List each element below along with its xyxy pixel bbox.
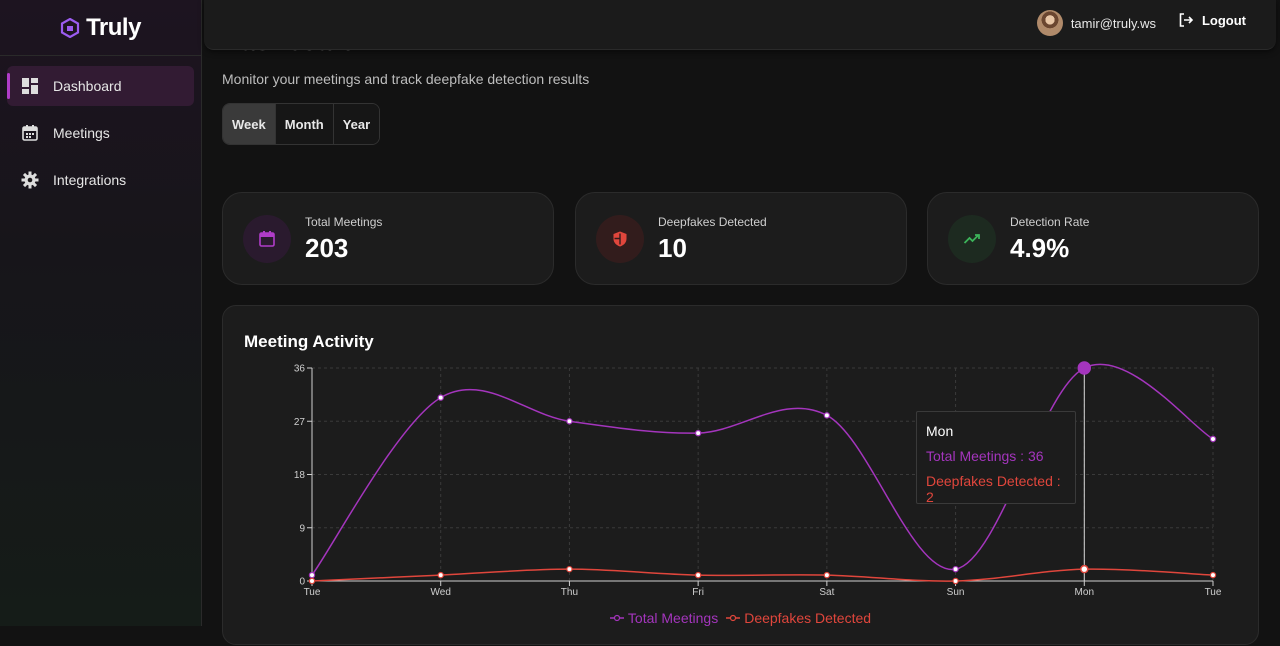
tooltip-deepfakes-detected: Deepfakes Detected : 2 [926, 473, 1061, 505]
x-tick-label: Tue [1205, 587, 1222, 598]
calendar-icon [243, 215, 291, 263]
series-line-deepfakes-detected [311, 568, 1214, 582]
x-tick-label: Thu [561, 587, 578, 598]
data-point [1209, 435, 1217, 443]
data-point [694, 429, 702, 437]
chart-legend: Total Meetings Deepfakes Detected [223, 610, 1258, 626]
data-point [952, 577, 959, 585]
stat-value: 4.9% [1010, 233, 1070, 263]
dashboard-icon [21, 77, 39, 95]
sidebar: Truly Dashboard Meetings Integrations [0, 0, 202, 626]
data-point [823, 412, 831, 419]
logout-icon [1179, 13, 1194, 27]
stat-label: Deepfakes Detected [658, 215, 767, 229]
shield-icon [596, 215, 644, 263]
calendar-icon [21, 124, 39, 142]
sidebar-item-integrations[interactable]: Integrations [7, 160, 194, 200]
data-point [437, 571, 444, 579]
avatar[interactable] [1036, 10, 1063, 36]
stat-value: 10 [658, 233, 687, 263]
x-tick-label: Mon [1075, 587, 1094, 598]
range-year-button[interactable]: Year [333, 104, 380, 144]
range-week-button[interactable]: Week [223, 104, 276, 144]
data-point [308, 571, 316, 579]
chart-tooltip: Mon Total Meetings : 36 Deepfakes Detect… [916, 411, 1076, 505]
y-tick-label: 36 [294, 364, 306, 375]
y-tick-label: 18 [294, 470, 306, 481]
data-point [694, 571, 702, 579]
sidebar-item-label: Meetings [53, 125, 110, 141]
y-tick-label: 9 [299, 523, 305, 534]
x-tick-label: Tue [304, 587, 321, 598]
stat-card-total-meetings: Total Meetings 203 [222, 192, 554, 285]
trending-up-icon [948, 215, 996, 263]
data-point [437, 394, 444, 401]
data-point [308, 577, 316, 585]
legend-line-marker [609, 614, 624, 622]
sidebar-nav: Dashboard Meetings Integrations [0, 56, 201, 217]
stat-label: Detection Rate [1010, 215, 1090, 229]
sidebar-item-meetings[interactable]: Meetings [7, 113, 194, 153]
logout-button[interactable]: Logout [1178, 12, 1246, 28]
y-tick-label: 0 [299, 577, 305, 588]
sidebar-item-label: Dashboard [53, 78, 122, 94]
tooltip-title: Mon [926, 423, 954, 439]
stat-card-detection-rate: Detection Rate 4.9% [927, 192, 1259, 285]
top-bar: tamir@truly.ws Logout [204, 0, 1276, 50]
meeting-activity-chart[interactable]: 0 9 18 27 36 Tue Wed Thu Fri Sat Sun Mon Tue [223, 306, 1260, 646]
range-month-button[interactable]: Month [275, 104, 334, 144]
stat-label: Total Meetings [305, 215, 383, 229]
meeting-activity-card: Meeting Activity 0 9 18 27 36 Tue Wed Thu Fri Sat… [222, 305, 1259, 645]
legend-item-deepfakes-detected[interactable]: Deepfakes Detected [726, 610, 871, 626]
x-tick-label: Sun [947, 587, 965, 598]
sidebar-item-dashboard[interactable]: Dashboard [7, 66, 194, 106]
tooltip-total-meetings: Total Meetings : 36 [926, 448, 1044, 464]
gear-icon [21, 171, 39, 189]
chart-title: Meeting Activity [244, 332, 374, 351]
x-tick-label: Sat [819, 587, 834, 598]
data-point [1080, 564, 1089, 574]
data-point [566, 418, 573, 425]
brand-name: Truly [86, 13, 141, 41]
legend-label: Deepfakes Detected [744, 610, 872, 626]
time-range-toggle: Week Month Year [222, 103, 381, 145]
legend-item-total-meetings[interactable]: Total Meetings [609, 610, 719, 626]
y-tick-label: 27 [294, 417, 306, 428]
data-point [566, 565, 573, 573]
legend-line-marker [726, 614, 741, 622]
data-point [952, 565, 959, 573]
user-email: tamir@truly.ws [1070, 15, 1156, 31]
logout-label: Logout [1201, 12, 1246, 28]
data-point [823, 571, 831, 579]
data-point [1077, 361, 1092, 375]
series-line-total-meetings [311, 363, 1214, 576]
legend-label: Total Meetings [627, 610, 719, 626]
stat-card-deepfakes-detected: Deepfakes Detected 10 [575, 192, 907, 285]
stat-value: 203 [305, 233, 349, 263]
data-point [1209, 571, 1217, 579]
page-subtitle: Monitor your meetings and track deepfake… [222, 71, 590, 87]
user-menu[interactable]: tamir@truly.ws [1036, 10, 1156, 36]
sidebar-item-label: Integrations [53, 172, 127, 188]
brand[interactable]: Truly [0, 0, 201, 56]
x-tick-label: Wed [431, 587, 451, 598]
x-tick-label: Fri [692, 587, 704, 598]
truly-logo-icon [60, 17, 80, 38]
